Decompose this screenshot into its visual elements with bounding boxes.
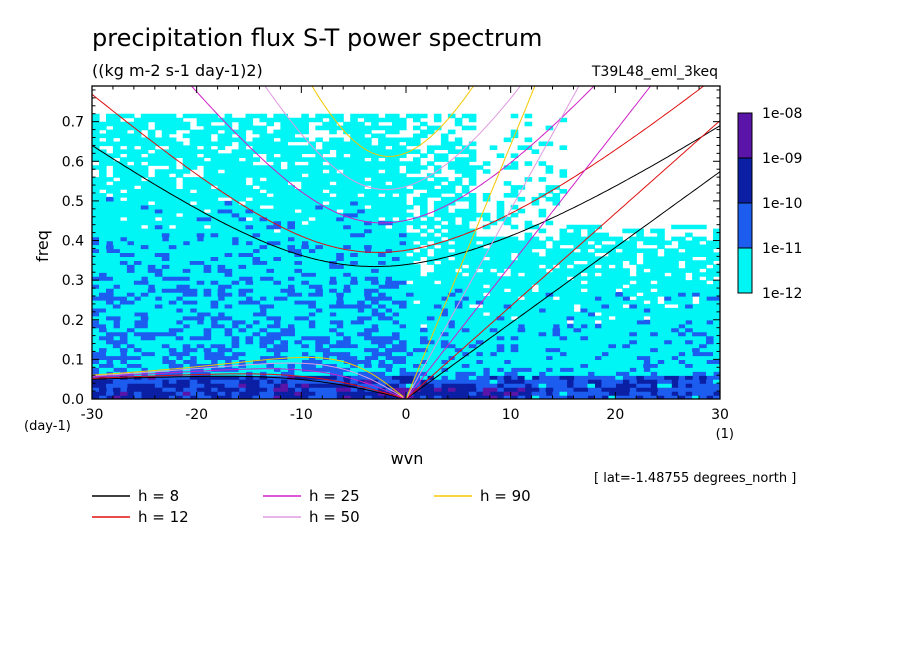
y-tick-label: 0.5 bbox=[62, 194, 84, 210]
y-tick-label: 0.4 bbox=[62, 234, 84, 250]
colorbar-label: 1e-12 bbox=[762, 286, 802, 302]
legend-label: h = 90 bbox=[480, 487, 531, 505]
colorbar-swatch bbox=[738, 113, 752, 158]
heatmap-cells bbox=[92, 130, 518, 135]
x-tick-label: -10 bbox=[290, 407, 313, 423]
heatmap-cells bbox=[99, 320, 721, 325]
chart-canvas: precipitation flux S-T power spectrum ((… bbox=[0, 0, 904, 654]
y-axis-unit: (day-1) bbox=[24, 419, 71, 434]
x-tick-label: 30 bbox=[711, 407, 729, 423]
heatmap-cells bbox=[106, 308, 721, 313]
y-tick-label: 0.0 bbox=[62, 392, 84, 408]
heatmap-cells bbox=[92, 328, 721, 333]
heatmap-cells bbox=[92, 256, 721, 261]
legend-label: h = 8 bbox=[138, 487, 179, 505]
x-tick-label: -20 bbox=[185, 407, 208, 423]
chart-units: ((kg m-2 s-1 day-1)2) bbox=[92, 61, 263, 80]
legend-label: h = 50 bbox=[309, 508, 360, 526]
y-tick-label: 0.6 bbox=[62, 154, 84, 170]
y-tick-label: 0.1 bbox=[62, 352, 84, 368]
legend: h = 8 h = 12 h = 25 h = 50 h = 90 bbox=[92, 487, 531, 526]
heatmap-cells bbox=[92, 118, 567, 123]
y-axis-label: freq bbox=[33, 230, 52, 262]
x-tick-label: 10 bbox=[502, 407, 520, 423]
x-tick-label: 20 bbox=[606, 407, 624, 423]
heatmap-cells bbox=[99, 284, 721, 289]
colorbar-label: 1e-08 bbox=[762, 106, 802, 122]
y-tick-label: 0.2 bbox=[62, 313, 84, 329]
legend-label: h = 12 bbox=[138, 508, 189, 526]
heatmap-cells bbox=[92, 213, 546, 218]
colorbar-label: 1e-09 bbox=[762, 151, 802, 167]
colorbar: 1e-08 1e-09 1e-10 1e-11 1e-12 bbox=[738, 106, 802, 302]
heatmap-cells bbox=[113, 276, 714, 281]
heatmap-cells bbox=[92, 221, 553, 226]
colorbar-label: 1e-11 bbox=[762, 241, 802, 257]
chart-title: precipitation flux S-T power spectrum bbox=[92, 24, 542, 52]
heatmap-cells bbox=[92, 205, 518, 210]
colorbar-swatch bbox=[738, 203, 752, 248]
x-axis-label: wvn bbox=[391, 449, 424, 468]
heatmap-cells bbox=[92, 114, 532, 119]
y-tick-label: 0.7 bbox=[62, 115, 84, 131]
latitude-note: [ lat=-1.48755 degrees_north ] bbox=[594, 471, 796, 486]
heatmap-cells bbox=[560, 391, 568, 396]
heatmap-cells bbox=[92, 138, 532, 143]
spectrum-heatmap bbox=[92, 114, 721, 400]
heatmap-cells bbox=[106, 352, 721, 357]
heatmap-cells bbox=[92, 201, 560, 206]
x-tick-label: -30 bbox=[81, 407, 104, 423]
heatmap-cells bbox=[92, 245, 721, 250]
colorbar-swatch bbox=[738, 248, 752, 293]
x-tick-label: 0 bbox=[402, 407, 411, 423]
legend-label: h = 25 bbox=[309, 487, 360, 505]
heatmap-cells bbox=[92, 142, 553, 147]
heatmap-cells bbox=[92, 225, 707, 230]
heatmap-cells bbox=[92, 252, 721, 257]
heatmap-cells bbox=[106, 197, 114, 202]
colorbar-swatch bbox=[738, 158, 752, 203]
colorbar-label: 1e-10 bbox=[762, 196, 802, 212]
dataset-label: T39L48_eml_3keq bbox=[591, 64, 718, 80]
heatmap-cells bbox=[127, 296, 707, 301]
y-tick-label: 0.3 bbox=[62, 273, 84, 289]
heatmap-cells bbox=[92, 336, 721, 341]
x-axis-unit: (1) bbox=[716, 427, 734, 442]
